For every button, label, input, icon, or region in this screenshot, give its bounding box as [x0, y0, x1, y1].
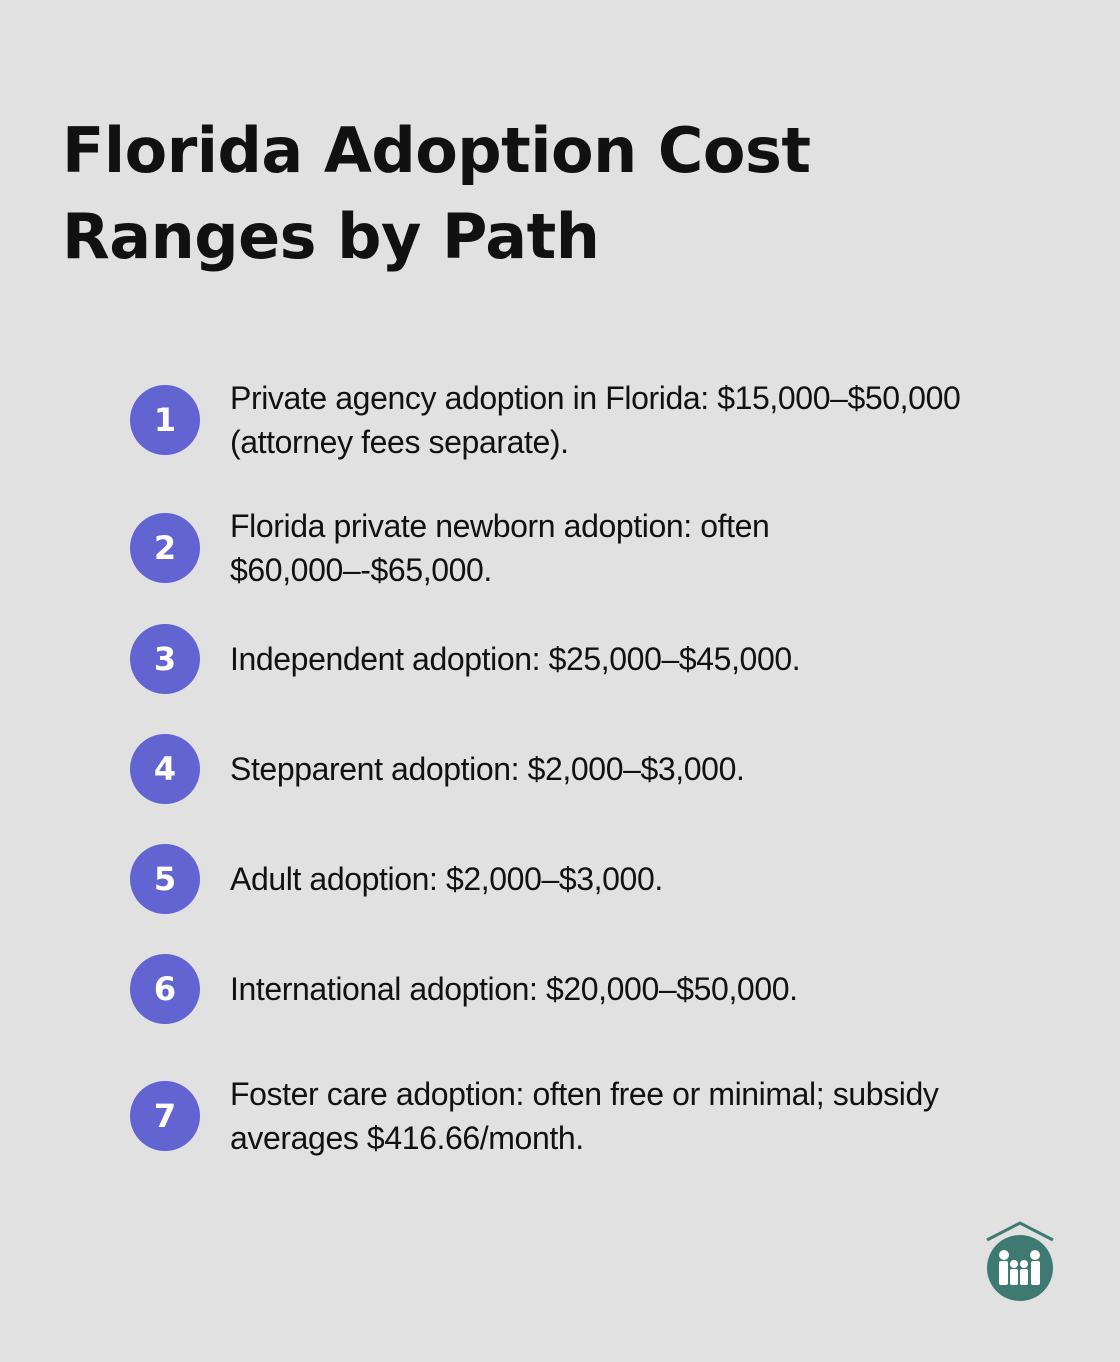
list-item: 1 Private agency adoption in Florida: $1…: [130, 376, 1030, 464]
item-text: Independent adoption: $25,000–$45,000.: [230, 641, 801, 677]
list-item: 4 Stepparent adoption: $2,000–$3,000.: [130, 734, 1030, 804]
item-text: Stepparent adoption: $2,000–$3,000.: [230, 751, 745, 787]
step-number-badge: 4: [130, 734, 200, 804]
page-title: Florida Adoption Cost Ranges by Path: [62, 114, 811, 273]
list-item: 2 Florida private newborn adoption: ofte…: [130, 504, 1030, 592]
step-number-badge: 5: [130, 844, 200, 914]
item-text: Florida private newborn adoption: often …: [230, 508, 770, 588]
step-number-badge: 2: [130, 513, 200, 583]
item-text: Private agency adoption in Florida: $15,…: [230, 380, 961, 460]
item-text: Foster care adoption: often free or mini…: [230, 1076, 939, 1156]
list-item: 5 Adult adoption: $2,000–$3,000.: [130, 844, 1030, 914]
step-number-badge: 3: [130, 624, 200, 694]
family-house-icon: [986, 1221, 1054, 1301]
step-number-badge: 1: [130, 385, 200, 455]
item-text: Adult adoption: $2,000–$3,000.: [230, 861, 663, 897]
step-number-badge: 7: [130, 1081, 200, 1151]
item-text: International adoption: $20,000–$50,000.: [230, 971, 798, 1007]
list-item: 6 International adoption: $20,000–$50,00…: [130, 954, 1030, 1024]
list-item: 7 Foster care adoption: often free or mi…: [130, 1072, 1030, 1160]
step-number-badge: 6: [130, 954, 200, 1024]
list-item: 3 Independent adoption: $25,000–$45,000.: [130, 624, 1030, 694]
